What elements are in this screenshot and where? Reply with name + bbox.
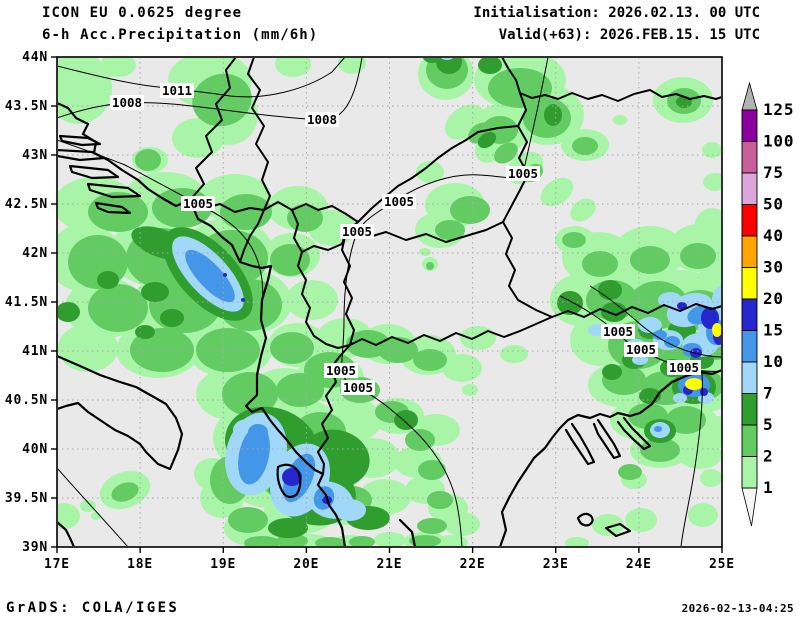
island-korcula <box>68 164 120 180</box>
svg-text:21E: 21E <box>377 557 403 572</box>
svg-text:25E: 25E <box>709 557 735 572</box>
svg-text:39.5N: 39.5N <box>5 491 48 506</box>
border-montenegro-kosovo <box>263 201 293 211</box>
border-montenegro-albania <box>239 209 265 263</box>
svg-text:43.5N: 43.5N <box>5 99 48 114</box>
model-title: ICON EU 0.0625 degree <box>42 5 243 21</box>
isobar-1005-sw <box>58 468 128 546</box>
svg-text:1: 1 <box>763 478 773 497</box>
svg-text:20: 20 <box>763 289 784 308</box>
grads-credit: GrADS: COLA/IGES <box>6 600 180 616</box>
svg-text:1005: 1005 <box>669 360 699 375</box>
svg-text:2: 2 <box>763 447 773 466</box>
border-kosovo-serbia-diagonal <box>345 125 519 233</box>
svg-text:20E: 20E <box>293 557 319 572</box>
svg-text:41.5N: 41.5N <box>5 295 48 310</box>
svg-text:40N: 40N <box>22 442 48 457</box>
svg-text:42.5N: 42.5N <box>5 197 48 212</box>
border-albania-macedonia <box>297 251 351 349</box>
isobar-1005-nw <box>58 139 264 301</box>
init-time: Initialisation: 2026.02.13. 00 UTC <box>473 5 760 21</box>
border-macedonia-greece <box>349 316 553 346</box>
coast-nw-greece <box>398 518 416 546</box>
svg-text:42N: 42N <box>22 246 48 261</box>
peninsula-sithonia <box>592 418 622 460</box>
svg-text:15: 15 <box>763 321 784 340</box>
svg-text:1005: 1005 <box>342 224 372 239</box>
svg-text:41N: 41N <box>22 344 48 359</box>
svg-text:75: 75 <box>763 163 784 182</box>
border-albania-kosovo <box>291 209 303 253</box>
coastlines-and-borders <box>58 58 721 546</box>
svg-text:30: 30 <box>763 258 784 277</box>
isobar-1011 <box>58 58 345 98</box>
svg-text:1005: 1005 <box>508 166 538 181</box>
precip-layer-20mm <box>685 323 721 390</box>
border-serbia-bulgaria <box>502 92 529 223</box>
svg-text:40: 40 <box>763 226 784 245</box>
island-sporades-a <box>576 512 594 527</box>
svg-text:40.5N: 40.5N <box>5 393 48 408</box>
svg-text:18E: 18E <box>127 557 153 572</box>
coast-italy-apulia <box>58 355 184 471</box>
svg-text:22E: 22E <box>460 557 486 572</box>
svg-text:23E: 23E <box>543 557 569 572</box>
border-macedonia-bulgaria <box>502 221 553 318</box>
island-brac <box>58 134 102 147</box>
svg-text:1005: 1005 <box>603 324 633 339</box>
svg-text:1008: 1008 <box>112 95 142 110</box>
svg-text:7: 7 <box>763 384 773 403</box>
svg-text:17E: 17E <box>44 557 70 572</box>
peninsula-athos <box>616 416 652 451</box>
creation-timestamp: 2026-02-13-04:25 <box>681 602 794 615</box>
coast-adriatic <box>58 102 346 546</box>
isobar-1005-main <box>341 58 549 546</box>
valid-time: Valid(+63): 2026.FEB.15. 15 UTC <box>498 27 760 43</box>
border-macedonia-west <box>341 231 355 346</box>
svg-text:1008: 1008 <box>307 112 337 127</box>
isobar-1005-east-b <box>589 285 721 358</box>
border-drina <box>247 58 271 211</box>
peninsula-kassandra <box>564 422 596 466</box>
svg-text:1005: 1005 <box>183 196 213 211</box>
svg-text:39N: 39N <box>22 540 48 555</box>
svg-text:100: 100 <box>763 132 794 151</box>
coast-north-aegean <box>616 369 721 418</box>
isobar-1005-south <box>680 371 703 546</box>
coast-thermaic-gulf <box>499 411 620 546</box>
island-hvar <box>58 148 106 162</box>
svg-text:44N: 44N <box>22 50 48 65</box>
variable-title: 6-h Acc.Precipitation (mm/6h) <box>42 27 319 43</box>
svg-text:1011: 1011 <box>162 83 192 98</box>
coast-calabria <box>58 521 75 546</box>
lon-axis: 17E 18E 19E 20E 21E 22E 23E 24E 25E <box>44 547 735 572</box>
border-kosovo-north <box>291 203 359 223</box>
svg-text:43N: 43N <box>22 148 48 163</box>
svg-text:1005: 1005 <box>384 194 414 209</box>
island-sporades-b <box>604 522 632 538</box>
isobar-labels: 1011 1008 1008 1005 1005 1005 1005 1005 1005 1005… <box>110 83 701 395</box>
svg-text:1005: 1005 <box>626 342 656 357</box>
svg-text:50: 50 <box>763 195 784 214</box>
svg-text:1005: 1005 <box>343 380 373 395</box>
svg-text:24E: 24E <box>626 557 652 572</box>
lat-axis: 44N 43.5N 43N 42.5N 42N 41.5N 41N 40.5N 40N 39.5N… <box>5 50 57 555</box>
border-bulgaria-greece <box>551 303 721 318</box>
svg-text:5: 5 <box>763 415 773 434</box>
svg-text:125: 125 <box>763 100 794 119</box>
svg-text:1005: 1005 <box>326 363 356 378</box>
svg-text:10: 10 <box>763 352 784 371</box>
svg-text:19E: 19E <box>210 557 236 572</box>
border-croatia-bosnia <box>189 58 237 201</box>
island-corfu <box>276 463 302 499</box>
island-mljet <box>94 201 132 215</box>
peninsula-peljesac <box>86 182 142 199</box>
